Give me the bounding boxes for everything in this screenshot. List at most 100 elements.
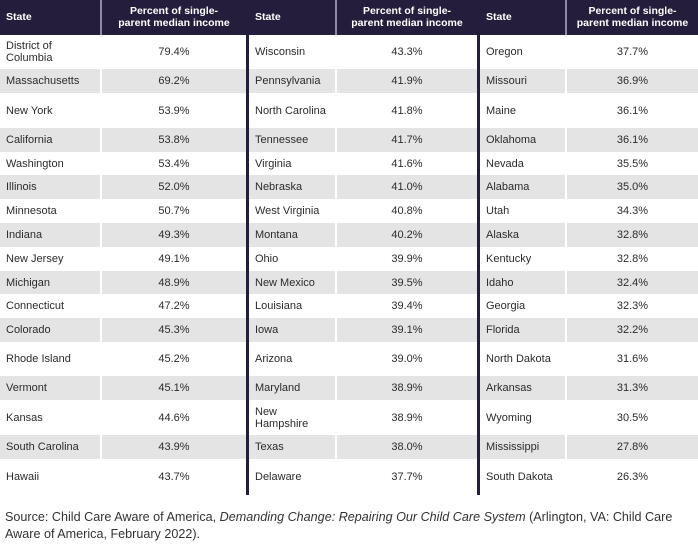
percent-value: 79.4% <box>158 46 190 58</box>
percent-value: 37.7% <box>616 46 649 58</box>
cell-divider <box>565 247 567 271</box>
percent-value: 36.9% <box>616 75 649 87</box>
percent-value: 39.9% <box>391 253 423 265</box>
percent-value: 41.7% <box>391 134 423 146</box>
percent-value: 39.5% <box>391 276 423 289</box>
table-row: New Jersey 49.1% <box>0 247 246 271</box>
percent-value: 36.1% <box>616 104 649 117</box>
cell-divider <box>100 223 102 247</box>
cell-divider <box>335 199 337 223</box>
table-header: State Percent of single- parent median in… <box>0 0 246 35</box>
percent-value: 35.5% <box>616 157 649 170</box>
cell-divider <box>100 247 102 271</box>
cell-divider <box>335 271 337 294</box>
source-note: Source: Child Care Aware of America, Dem… <box>5 509 698 543</box>
table-row: California 53.8% <box>0 128 246 152</box>
percent-value: 39.1% <box>391 324 423 336</box>
percent-value: 53.4% <box>158 157 190 170</box>
table-row: Arkansas 31.3% <box>480 376 698 400</box>
table-row: District of Columbia 79.4% <box>0 35 246 69</box>
header-state: State <box>486 11 512 23</box>
cell-divider <box>565 271 567 294</box>
cell-divider <box>565 294 567 318</box>
cell-divider <box>335 342 337 376</box>
table-row: Washington 53.4% <box>0 152 246 175</box>
state-name: Delaware <box>255 471 302 483</box>
cell-divider <box>335 69 337 93</box>
state-name: Alabama <box>486 181 530 193</box>
state-name: Oklahoma <box>486 134 537 146</box>
cell-divider <box>100 271 102 294</box>
percent-value: 43.7% <box>158 471 190 483</box>
state-name: District of Columbia <box>6 40 53 64</box>
header-percent: Percent of single- parent median income <box>576 5 689 29</box>
percent-value: 43.3% <box>391 46 423 58</box>
source-prefix: Source: Child Care Aware of America, <box>5 510 220 524</box>
table-row: Michigan 48.9% <box>0 271 246 294</box>
state-name: North Dakota <box>486 353 551 365</box>
percent-value: 50.7% <box>158 205 190 217</box>
table-row: Rhode Island 45.2% <box>0 342 246 376</box>
percent-value: 40.8% <box>391 205 423 217</box>
state-name: Utah <box>486 205 510 217</box>
source-suffix: (Arlington, VA: Child Care Aware of Amer… <box>5 510 673 541</box>
source-title: Demanding Change: Repairing Our Child Ca… <box>219 510 526 524</box>
state-name: Oregon <box>486 46 523 58</box>
state-name: New Hampshire <box>255 405 309 430</box>
table-column-group: State Percent of single- parent median in… <box>480 0 698 495</box>
state-name: South Dakota <box>486 471 553 483</box>
header-state: State <box>6 11 32 23</box>
state-name: Florida <box>486 324 520 336</box>
percent-value: 69.2% <box>158 75 190 87</box>
state-name: Virginia <box>255 157 292 170</box>
percent-value: 32.8% <box>616 253 649 265</box>
cell-divider <box>335 223 337 247</box>
table-row: Oregon 37.7% <box>480 35 698 69</box>
cell-divider <box>565 199 567 223</box>
table-row: Connecticut 47.2% <box>0 294 246 318</box>
table-row: Hawaii 43.7% <box>0 459 246 495</box>
state-name: Nebraska <box>255 181 303 193</box>
state-name: Colorado <box>6 324 51 336</box>
state-name: Maine <box>486 104 516 117</box>
cell-divider <box>335 93 337 128</box>
table-row: Maryland 38.9% <box>249 376 477 400</box>
percent-value: 32.2% <box>616 324 649 336</box>
percent-value: 45.3% <box>158 324 190 336</box>
table-row: Iowa 39.1% <box>249 318 477 342</box>
table-row: Oklahoma 36.1% <box>480 128 698 152</box>
state-name: Montana <box>255 229 298 241</box>
cell-divider <box>100 318 102 342</box>
cell-divider <box>335 152 337 175</box>
cell-divider <box>100 400 102 435</box>
table-column-group: State Percent of single- parent median in… <box>249 0 477 495</box>
state-name: Georgia <box>486 300 526 312</box>
table-row: Indiana 49.3% <box>0 223 246 247</box>
percent-value: 38.9% <box>391 382 423 394</box>
table-row: Utah 34.3% <box>480 199 698 223</box>
state-name: Connecticut <box>6 300 65 312</box>
cell-divider <box>335 294 337 318</box>
table-row: Vermont 45.1% <box>0 376 246 400</box>
percent-value: 26.3% <box>616 471 649 483</box>
table-row: Massachusetts 69.2% <box>0 69 246 93</box>
percent-value: 40.2% <box>391 229 423 241</box>
cell-divider <box>335 247 337 271</box>
cell-divider <box>565 376 567 400</box>
table-row: New York 53.9% <box>0 93 246 128</box>
table-row: Mississippi 27.8% <box>480 435 698 459</box>
state-name: Iowa <box>255 324 279 336</box>
state-name: Pennsylvania <box>255 75 321 87</box>
table-row: Arizona 39.0% <box>249 342 477 376</box>
table-row: South Dakota 26.3% <box>480 459 698 495</box>
table-row: New Mexico 39.5% <box>249 271 477 294</box>
cell-divider <box>100 435 102 459</box>
percent-value: 36.1% <box>616 134 649 146</box>
table-column-group: State Percent of single- parent median in… <box>0 0 246 495</box>
header-divider <box>565 0 567 35</box>
cell-divider <box>100 175 102 199</box>
percent-value: 49.1% <box>158 253 190 265</box>
table-row: Tennessee 41.7% <box>249 128 477 152</box>
cell-divider <box>565 342 567 376</box>
state-name: Louisiana <box>255 300 303 312</box>
